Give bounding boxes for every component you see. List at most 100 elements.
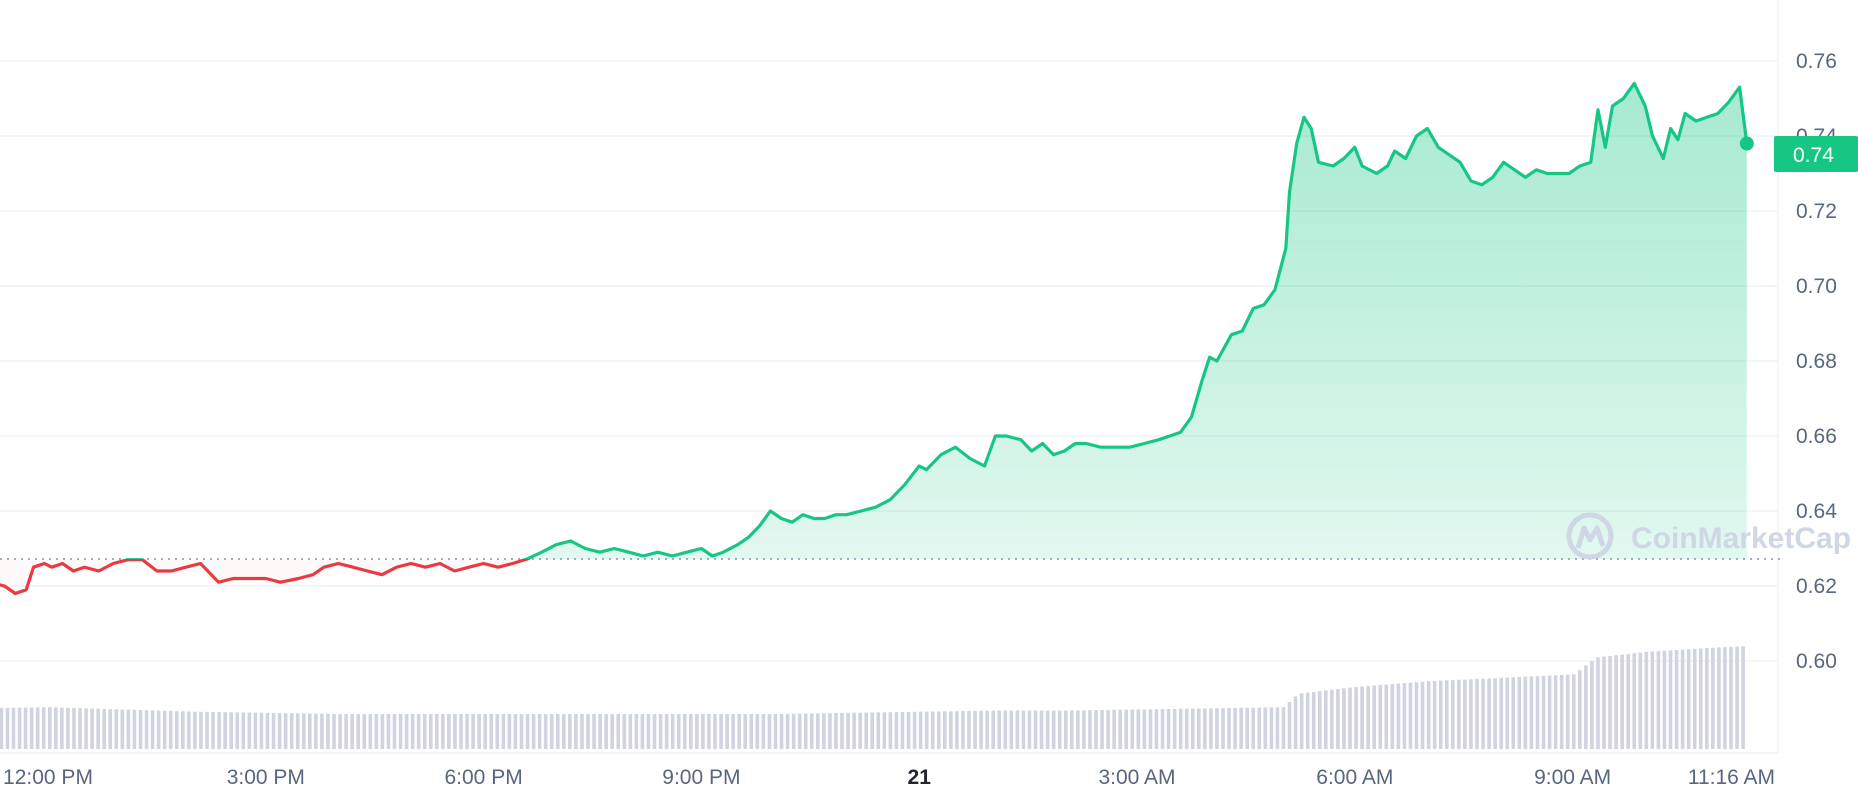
volume-bar — [1420, 681, 1425, 749]
volume-bar — [1408, 682, 1413, 749]
volume-bar — [979, 710, 983, 749]
y-tick-label: 0.70 — [1796, 275, 1837, 298]
price-line-down — [0, 559, 531, 596]
volume-bar — [1245, 707, 1249, 749]
volume-bar — [90, 708, 94, 749]
volume-bar — [253, 712, 258, 749]
volume-bar — [156, 710, 161, 749]
coinmarketcap-watermark: CoinMarketCap — [1566, 512, 1851, 560]
volume-bar — [1517, 676, 1522, 749]
volume-bar — [973, 710, 977, 749]
volume-bar — [1209, 708, 1213, 749]
volume-bar — [144, 710, 149, 749]
volume-bar — [72, 707, 76, 749]
volume-bar — [1124, 709, 1129, 749]
volume-bar — [1511, 677, 1516, 749]
volume-bar — [1717, 647, 1721, 749]
volume-bar — [537, 713, 542, 749]
volume-bar — [326, 713, 330, 749]
volume-bar — [1160, 709, 1165, 749]
volume-bar — [658, 713, 663, 749]
y-tick-label: 0.62 — [1796, 575, 1837, 598]
volume-bar — [29, 707, 34, 749]
volume-bar — [416, 713, 421, 749]
volume-bar — [1571, 674, 1576, 749]
volume-bar — [114, 709, 119, 749]
volume-bar — [580, 713, 584, 749]
volume-bar — [1620, 654, 1624, 749]
volume-bar — [1451, 680, 1455, 749]
volume-bar — [1148, 709, 1153, 749]
volume-bar — [949, 711, 953, 749]
volume-bar — [368, 713, 373, 749]
volume-bar — [888, 712, 893, 749]
volume-bar — [447, 713, 451, 749]
volume-bar — [47, 707, 52, 749]
volume-bar — [1372, 685, 1376, 749]
volume-bar — [840, 712, 844, 749]
volume-bar — [1281, 707, 1286, 749]
volume-bar — [936, 711, 941, 749]
volume-bar — [682, 713, 687, 749]
volume-bar — [1190, 708, 1195, 749]
x-tick-label: 21 — [908, 766, 932, 789]
volume-bar — [1698, 648, 1703, 749]
volume-bar — [1070, 710, 1074, 749]
volume-bar — [1705, 648, 1709, 749]
volume-bar — [60, 707, 64, 749]
volume-bar — [1390, 684, 1395, 749]
volume-bar — [392, 713, 397, 749]
volume-bar — [1293, 696, 1298, 749]
volume-bar — [1475, 678, 1479, 749]
volume-bar — [259, 712, 264, 749]
volume-bar — [1444, 680, 1449, 749]
volume-bar — [295, 713, 300, 749]
volume-bar — [1360, 686, 1364, 749]
volume-bar — [761, 713, 766, 749]
volume-bar — [374, 713, 379, 749]
volume-bar — [1384, 684, 1389, 749]
volume-bar — [1674, 649, 1679, 749]
volume-bar — [435, 713, 439, 749]
volume-bar — [1184, 708, 1189, 749]
volume-bar — [755, 713, 760, 749]
volume-bar — [453, 713, 457, 749]
volume-bar — [150, 710, 155, 749]
volume-bar — [441, 713, 445, 749]
volume-bar — [0, 707, 4, 749]
volume-bar — [1432, 680, 1437, 749]
volume-bar — [11, 707, 16, 749]
volume-bar — [344, 713, 348, 749]
volume-bar — [1402, 683, 1407, 749]
y-tick-label: 0.68 — [1796, 350, 1837, 373]
volume-bar — [1426, 681, 1431, 749]
volume-bar — [1680, 649, 1685, 749]
volume-bar — [1166, 708, 1171, 749]
volume-bar — [1602, 656, 1606, 749]
volume-bar — [1076, 710, 1080, 749]
volume-bar — [900, 711, 905, 749]
volume-bar — [1354, 686, 1358, 749]
volume-bar — [785, 713, 790, 749]
price-area — [0, 83, 1747, 594]
volume-bar — [816, 713, 820, 749]
volume-bar — [96, 708, 100, 749]
volume-bar — [991, 710, 995, 749]
volume-bar — [301, 713, 306, 749]
volume-bar — [834, 713, 838, 749]
volume-bar — [634, 713, 639, 749]
volume-bar — [773, 713, 778, 749]
volume-bar — [513, 713, 518, 749]
volume-bar — [235, 712, 240, 749]
volume-bar — [1033, 710, 1038, 749]
volume-bar — [271, 712, 276, 749]
volume-bar — [1711, 647, 1715, 749]
volume-bar — [1565, 674, 1570, 749]
volume-bar — [84, 708, 88, 749]
volume-bar — [1662, 650, 1667, 749]
volume-bar — [1269, 707, 1274, 749]
volume-bar — [1130, 709, 1135, 749]
x-tick-label: 11:16 AM — [1688, 766, 1775, 789]
volume-bar — [1045, 710, 1050, 749]
